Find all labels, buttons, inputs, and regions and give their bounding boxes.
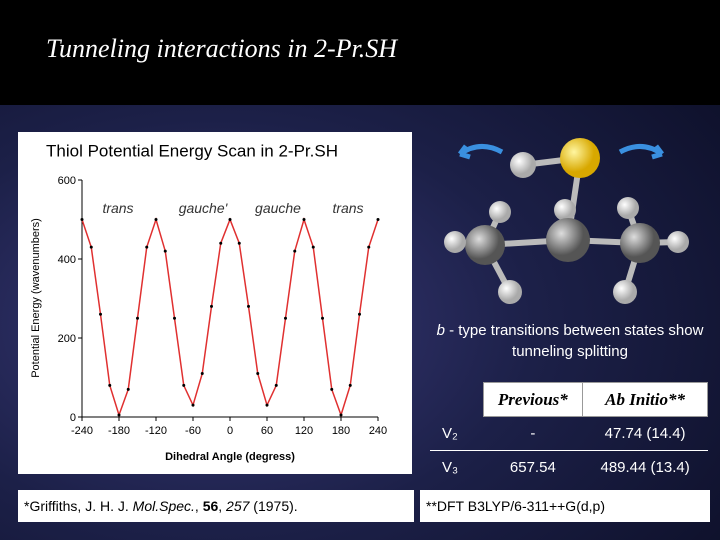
molecule (444, 138, 689, 304)
point (163, 249, 167, 253)
point (99, 312, 102, 316)
footnote-right: **DFT B3LYP/6-311++G(d,p) (420, 490, 710, 522)
point (108, 383, 112, 387)
slide-title: Tunneling interactions in 2-Pr.SH (46, 34, 397, 63)
point (265, 403, 269, 407)
annotation: trans (102, 200, 133, 216)
rotation-arrows (458, 144, 664, 160)
caption-text: b (436, 322, 445, 339)
point (117, 413, 121, 417)
x-axis-label: Dihedral Angle (degress) (165, 451, 295, 463)
x-tick-label: -240 (71, 425, 93, 437)
row-label: V₃ (442, 459, 459, 476)
x-tick-label: 120 (295, 425, 313, 437)
x-tick-label: -120 (145, 425, 167, 437)
footnote-text: Mol.Spec. (132, 498, 195, 514)
cell: 489.44 (13.4) (600, 459, 690, 476)
chart-panel: Thiol Potential Energy Scan in 2-Pr.SH D… (18, 132, 412, 474)
point (358, 312, 361, 316)
y-axis-label: Potential Energy (wavenumbers) (30, 218, 42, 378)
footnote-text: (1975). (249, 498, 298, 514)
point (330, 387, 334, 391)
x-tick-label: 240 (369, 425, 387, 437)
point (247, 304, 250, 308)
point (210, 304, 213, 308)
point (274, 383, 278, 387)
y-tick-label: 0 (70, 412, 76, 424)
footnote-text: , (194, 498, 203, 514)
footnote-text: *Griffiths, J. H. J. (24, 498, 133, 514)
caption: b - type transitions between states show… (436, 320, 704, 362)
annotation: gauche' (179, 200, 229, 216)
column-header: Previous* (482, 382, 584, 417)
cell: 47.74 (14.4) (582, 416, 708, 451)
point (182, 383, 186, 387)
atoms (444, 138, 689, 304)
footnote-text: 257 (226, 498, 250, 514)
point (293, 249, 297, 253)
table: Previous* Ab Initio** V₂ -47.74 (14.4) V₃ 6… (430, 382, 708, 484)
cell: 657.54 (509, 459, 556, 476)
footnote-text: 56 (202, 498, 219, 514)
annotation: gauche (255, 200, 301, 216)
point (191, 403, 195, 407)
point (311, 245, 315, 249)
point (321, 316, 324, 320)
point (339, 413, 343, 417)
point (348, 383, 352, 387)
row-label: V₂ (430, 416, 483, 451)
point (376, 218, 380, 221)
x-tick-label: 180 (332, 425, 350, 437)
x-tick-label: 60 (261, 425, 273, 437)
point (173, 316, 176, 320)
chart-title: Thiol Potential Energy Scan in 2-Pr.SH (46, 141, 338, 160)
point (302, 218, 306, 221)
point (284, 316, 287, 320)
point (154, 218, 158, 221)
caption-text: - type transitions between states show t… (444, 322, 704, 360)
footnote-text: , (218, 498, 227, 514)
chart: Thiol Potential Energy Scan in 2-Pr.SH D… (30, 141, 387, 463)
point (145, 245, 149, 249)
point (228, 218, 232, 221)
line (81, 216, 379, 418)
x-tick-label: 0 (227, 425, 233, 437)
column-header: Ab Initio** (582, 382, 708, 417)
point (219, 241, 223, 245)
footnote-left: *Griffiths, J. H. J. Mol.Spec., 56, 257 … (18, 490, 414, 522)
point (80, 218, 84, 221)
title-bar: Tunneling interactions in 2-Pr.SH (0, 0, 720, 105)
x-tick-label: -60 (185, 425, 201, 437)
point (126, 387, 130, 391)
annotation: trans (332, 200, 363, 216)
point (256, 372, 260, 376)
point (136, 316, 139, 320)
cell: - (483, 416, 583, 451)
y-tick-label: 600 (58, 175, 76, 187)
point (237, 241, 241, 245)
point (367, 245, 371, 249)
point (89, 245, 93, 249)
x-tick-label: -180 (108, 425, 130, 437)
y-tick-label: 400 (58, 254, 76, 266)
point (200, 372, 204, 376)
y-tick-label: 200 (58, 333, 76, 345)
